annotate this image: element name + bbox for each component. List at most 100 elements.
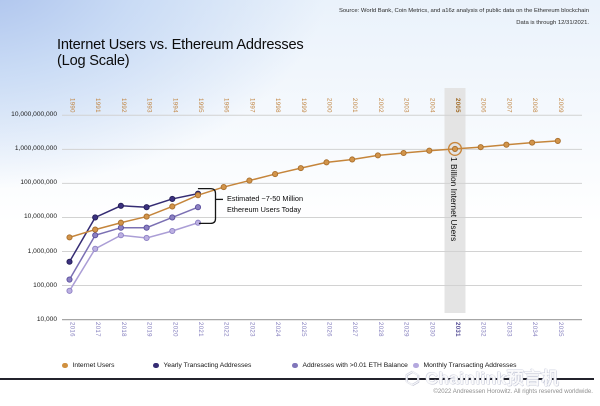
x-tick-label-2033: 2033 [505,322,513,337]
y-tick-label: 100,000,000 [20,179,57,187]
x-tick-label-2002: 2002 [376,98,384,113]
chart-title-line-1: Internet Users vs. Ethereum Addresses [57,37,304,53]
data-point [503,141,510,148]
x-tick-label-2000: 2000 [325,98,333,113]
data-point [66,287,73,294]
x-tick-label-2021: 2021 [197,322,204,337]
chart-title-line-2: (Log Scale) [57,53,130,70]
x-tick-label-1998: 1998 [274,98,282,113]
legend-dot-icon [292,362,298,369]
annotation-line-1: Estimated ~7-50 Million [227,194,304,203]
top-x-axis: 1990 1991 1992 1993 1994 1995 1996 1997 1998 1999… [0,88,600,114]
y-tick-label: 1,000,000 [27,247,57,255]
x-tick-label-1995: 1995 [197,98,204,113]
data-point [143,213,150,220]
data-point [117,219,124,226]
legend-item: Yearly Transacting Addresses [153,362,251,369]
data-point [220,184,227,191]
chainlink-watermark: ⬡ Chainlink预言机 [405,364,559,389]
x-tick-label-2026: 2026 [325,322,333,337]
source-line-2: Data is through 12/31/2021. [516,19,589,26]
legend-label: Monthly Transacting Addresses [423,362,517,369]
x-tick-label-2028: 2028 [376,322,384,337]
source-note: Source: World Bank, Coin Metrics, and a1… [339,6,589,29]
legend-item: Addresses with >0.01 ETH Balance [292,362,408,369]
legend-label: Addresses with >0.01 ETH Balance [302,362,408,369]
data-point [92,245,99,252]
x-tick-label-2029: 2029 [402,322,410,337]
data-point [117,232,124,239]
band-label: 1 Billion Internet Users [449,157,459,242]
x-tick-label-2020: 2020 [171,322,179,337]
x-tick-label-1999: 1999 [299,98,307,113]
data-point [143,234,150,242]
legend-dot-icon [153,362,159,369]
x-tick-label-2022: 2022 [222,322,230,337]
data-point [169,203,176,210]
y-tick-label: 10,000,000,000 [11,111,57,119]
x-tick-label-1992: 1992 [119,98,127,113]
footer-divider [0,378,594,380]
legend-item: Monthly Transacting Addresses [413,362,516,369]
data-point [117,202,124,209]
x-tick-label-2016: 2016 [68,322,76,337]
x-tick-label-2027: 2027 [351,322,359,337]
data-point [117,224,124,231]
series-line-yearly-transacting-addresses [68,192,199,263]
data-point [194,204,202,211]
data-point [297,165,304,172]
chart-title: Internet Users vs. Ethereum Addresses (L… [57,37,304,70]
data-point [143,224,150,231]
data-point [529,139,536,146]
series-line-addresses-with-0-01-eth-balance [68,206,199,280]
y-tick-label: 10,000 [36,315,57,323]
x-tick-label-1996: 1996 [222,98,230,113]
x-tick-label-2019: 2019 [145,322,153,337]
x-tick-label-2007: 2007 [505,98,513,113]
data-point [323,159,330,166]
y-tick-label: 100,000 [33,281,57,289]
x-tick-label-2035: 2035 [556,322,564,337]
data-point [66,258,73,265]
x-tick-label-1993: 1993 [145,98,153,113]
legend-label: Internet Users [72,362,115,369]
x-tick-label-2001: 2001 [351,98,359,113]
x-tick-label-2024: 2024 [274,322,282,337]
x-tick-label-2032: 2032 [479,322,487,337]
x-tick-label-2008: 2008 [531,98,539,113]
one-billion-circle-marker [447,141,463,157]
data-point [92,226,99,233]
x-tick-label-2030: 2030 [428,322,436,337]
data-point [92,232,99,239]
x-tick-label-2034: 2034 [531,322,539,337]
copyright-text: ©2022 Andreessen Horowitz. All rights re… [433,388,593,395]
chainlink-hexagon-icon: ⬡ [405,369,421,388]
x-tick-label-2009: 2009 [556,98,564,113]
data-point [143,204,150,211]
x-tick-label-2025: 2025 [299,322,307,337]
data-point [194,219,202,226]
x-tick-label-1991: 1991 [94,98,102,113]
x-tick-label-1997: 1997 [248,98,256,113]
data-point [92,214,99,221]
data-point [169,214,176,221]
x-tick-label-2006: 2006 [479,98,487,113]
x-tick-label-2023: 2023 [248,322,256,337]
x-tick-label-1994: 1994 [171,98,179,113]
x-tick-label-2018: 2018 [119,322,127,337]
source-line-1: Source: World Bank, Coin Metrics, and a1… [338,8,589,14]
data-point [66,276,73,283]
y-tick-label: 1,000,000,000 [14,145,57,153]
data-point [374,152,381,159]
data-point [169,227,176,235]
x-tick-label-2005: 2005 [454,98,461,113]
annotation-bracket [197,187,217,225]
data-point [477,144,484,151]
data-point [400,149,407,157]
legend-dot-icon [62,362,68,369]
x-tick-label-2017: 2017 [94,322,102,337]
data-point [451,145,459,152]
legend-label: Yearly Transacting Addresses [163,362,252,369]
data-point [66,234,73,241]
